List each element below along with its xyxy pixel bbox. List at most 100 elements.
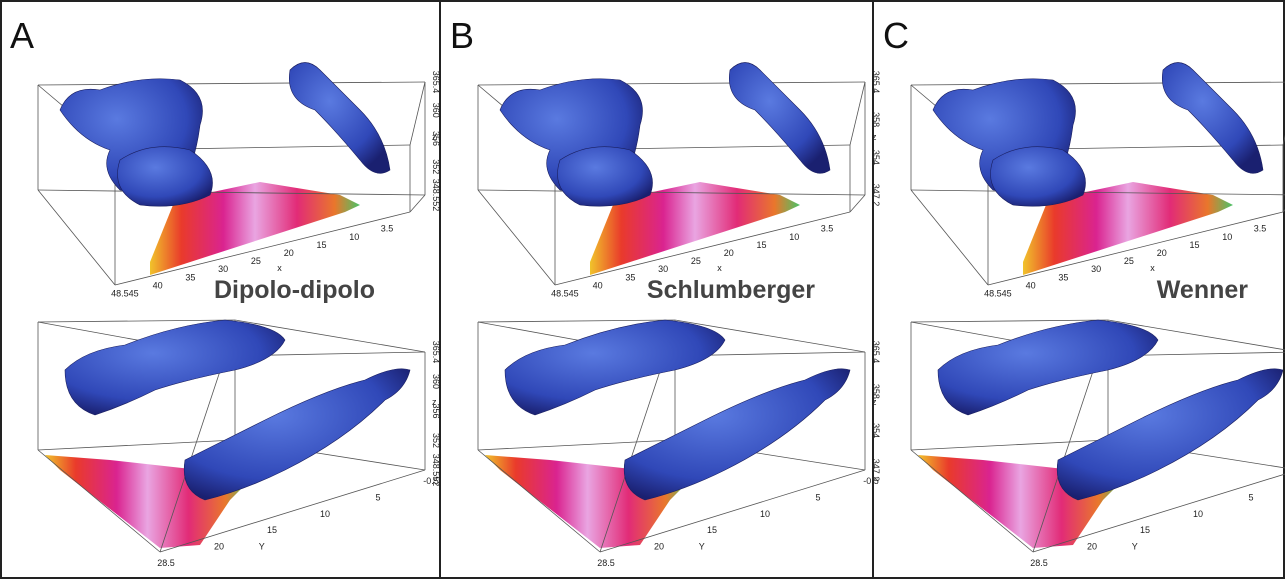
- box-edge: [850, 195, 865, 212]
- x-tick-label: 48.545: [984, 289, 1012, 299]
- box-edge: [478, 320, 675, 322]
- x-tick-label: 20: [284, 248, 294, 258]
- z-axis-label: z: [432, 397, 437, 407]
- box-edge: [410, 195, 425, 212]
- y-tick-label: 10: [760, 509, 770, 519]
- panel: B 48.545 40 35 30 25 20 15 10 3.5 x 365.4 358 354 347.…: [450, 15, 881, 568]
- z-tick-label: 365.4: [871, 341, 881, 364]
- z-tick-label: 348.552: [431, 179, 441, 212]
- resistivity-body: [729, 63, 830, 174]
- x-tick-label: 25: [691, 256, 701, 266]
- box-edge: [410, 82, 425, 145]
- resistivity-body: [938, 320, 1158, 415]
- y-tick-label: 20: [1087, 542, 1097, 552]
- y-tick-label: 15: [267, 525, 277, 535]
- x-tick-label: 30: [1091, 264, 1101, 274]
- resistivity-body: [1057, 369, 1283, 500]
- z-axis-label: z: [872, 132, 877, 142]
- x-axis-label: x: [1150, 263, 1155, 273]
- x-tick-label: 15: [756, 240, 766, 250]
- resistivity-body: [991, 147, 1086, 207]
- resistivity-body: [184, 369, 410, 500]
- x-tick-label: 30: [658, 264, 668, 274]
- box-edge: [911, 320, 1108, 322]
- y-tick-label: 20: [214, 542, 224, 552]
- x-tick-label: 25: [1124, 256, 1134, 266]
- z-tick-label: 354: [871, 423, 881, 438]
- resistivity-body: [118, 147, 213, 207]
- box-edge: [911, 82, 1285, 85]
- x-tick-label: 40: [593, 280, 603, 290]
- panel: A48.545403530252015103.5x365.43603563523…: [10, 15, 441, 568]
- x-tick-label: 10: [789, 232, 799, 242]
- box-edge: [911, 440, 1108, 450]
- resistivity-body: [1162, 63, 1263, 174]
- y-axis-label: Y: [259, 541, 265, 551]
- x-tick-label: 10: [349, 232, 359, 242]
- x-tick-label: 40: [1026, 280, 1036, 290]
- y-tick-label: 28.5: [597, 558, 615, 568]
- box-edge: [478, 82, 865, 85]
- y-tick-label: 5: [375, 492, 380, 502]
- z-axis-label: z: [872, 397, 877, 407]
- x-tick-label: 48.545: [551, 289, 579, 299]
- x-axis-label: x: [277, 263, 282, 273]
- x-tick-label: 15: [316, 240, 326, 250]
- x-tick-label: 20: [1157, 248, 1167, 258]
- y-tick-label: 20: [654, 542, 664, 552]
- x-tick-label: 3.5: [821, 224, 834, 234]
- resistivity-body: [65, 320, 285, 415]
- box-edge: [38, 320, 235, 322]
- resistivity-body: [558, 147, 653, 207]
- x-tick-label: 20: [724, 248, 734, 258]
- y-tick-label: 15: [1140, 525, 1150, 535]
- box-edge: [911, 190, 988, 285]
- z-axis-label: z: [432, 132, 437, 142]
- x-tick-label: 48.545: [111, 289, 139, 299]
- z-tick-label: 365.4: [871, 71, 881, 94]
- x-tick-label: 25: [251, 256, 261, 266]
- box-edge: [38, 190, 115, 285]
- y-tick-label: 28.5: [157, 558, 175, 568]
- x-axis-label: x: [717, 263, 722, 273]
- z-tick-label: 347.2: [871, 184, 881, 207]
- x-tick-label: 35: [625, 272, 635, 282]
- x-tick-label: 10: [1222, 232, 1232, 242]
- y-tick-label: 28.5: [1030, 558, 1048, 568]
- box-edge: [850, 82, 865, 145]
- z-tick-label: 352: [431, 433, 441, 448]
- method-label: Wenner: [1157, 276, 1248, 304]
- figure: A48.545403530252015103.5x365.43603563523…: [0, 0, 1285, 579]
- x-tick-label: 3.5: [1254, 224, 1267, 234]
- y-axis-label: Y: [1132, 541, 1138, 551]
- x-tick-label: 40: [153, 280, 163, 290]
- x-tick-label: 35: [1058, 272, 1068, 282]
- x-tick-label: 15: [1189, 240, 1199, 250]
- panel: C48.545403530252015103.5x365.4358354347.…: [883, 15, 1285, 568]
- box-edge: [38, 440, 235, 450]
- resistivity-body: [289, 63, 390, 174]
- z-tick-label: 348.552: [431, 454, 441, 487]
- x-tick-label: 30: [218, 264, 228, 274]
- z-tick-label: 354: [871, 150, 881, 165]
- z-tick-label: 365.4: [431, 71, 441, 94]
- y-tick-label: 5: [1248, 492, 1253, 502]
- x-tick-label: 3.5: [381, 224, 394, 234]
- z-tick-label: 358: [871, 112, 881, 127]
- box-edge: [478, 190, 555, 285]
- z-tick-label: 352: [431, 159, 441, 174]
- box-edge: [478, 440, 675, 450]
- panel-letter: A: [10, 15, 34, 56]
- z-tick-label: 360: [431, 374, 441, 389]
- box-edge: [38, 82, 425, 85]
- y-tick-label: 15: [707, 525, 717, 535]
- method-label: Dipolo-dipolo: [214, 276, 375, 304]
- z-tick-label: 360: [431, 103, 441, 118]
- panel-letter: B: [450, 15, 474, 56]
- y-axis-label: Y: [699, 541, 705, 551]
- z-tick-label: 347.2: [871, 459, 881, 482]
- panel-letter: C: [883, 15, 909, 56]
- resistivity-body: [624, 369, 850, 500]
- resistivity-body: [505, 320, 725, 415]
- z-tick-label: 365.4: [431, 341, 441, 364]
